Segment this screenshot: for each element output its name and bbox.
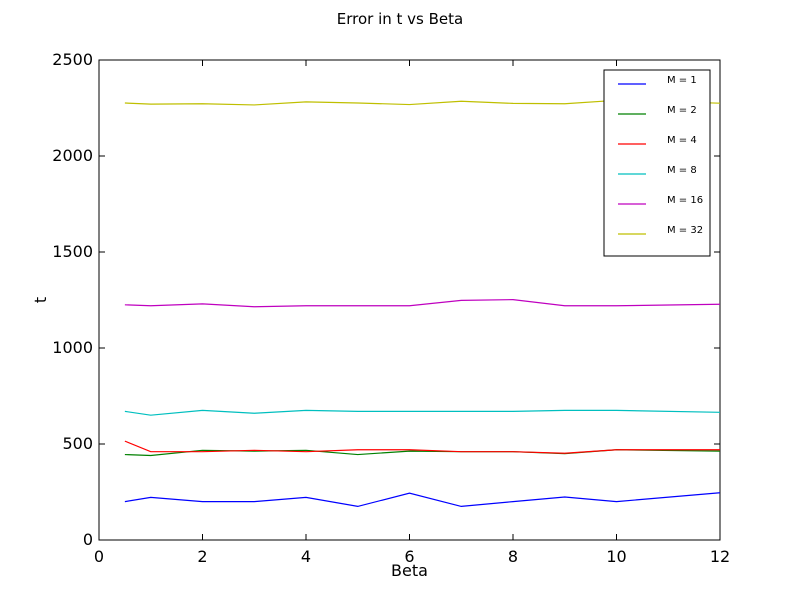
x-tick-label: 6 [404,547,414,566]
chart-title: Error in t vs Beta [337,10,463,28]
series-group [124,99,721,508]
y-tick-label: 2500 [52,50,93,69]
legend-label: M = 32 [667,225,703,236]
y-axis: 0 500 1000 1500 2000 2500 [52,50,720,549]
legend-box [603,69,711,257]
y-tick-label: 1500 [52,242,93,261]
x-tick-label: 2 [197,547,207,566]
y-tick-label: 500 [62,434,93,453]
series-line-6 [124,99,721,106]
y-tick-label: 0 [83,530,93,549]
y-axis-label: t [31,297,50,303]
series-line-4 [124,409,721,416]
legend-label: M = 8 [667,165,697,176]
x-tick-label: 8 [508,547,518,566]
x-tick-label: 12 [710,547,730,566]
legend-label: M = 2 [667,105,697,116]
y-tick-label: 2000 [52,146,93,165]
x-tick-label: 4 [301,547,311,566]
legend-label: M = 16 [667,195,703,206]
x-tick-label: 0 [94,547,104,566]
series-line-5 [124,299,721,308]
y-tick-label: 1000 [52,338,93,357]
legend-label: M = 1 [667,75,697,86]
series-line-3 [124,440,720,454]
x-axis-label: Beta [391,561,428,580]
x-tick-label: 10 [606,547,626,566]
legend: M = 1 M = 2 M = 4 M = 8 M = 16 M = 32 [603,69,711,257]
legend-label: M = 4 [667,135,697,146]
series-line-1 [124,492,721,508]
x-axis: 0 2 4 6 8 10 12 [94,60,730,566]
